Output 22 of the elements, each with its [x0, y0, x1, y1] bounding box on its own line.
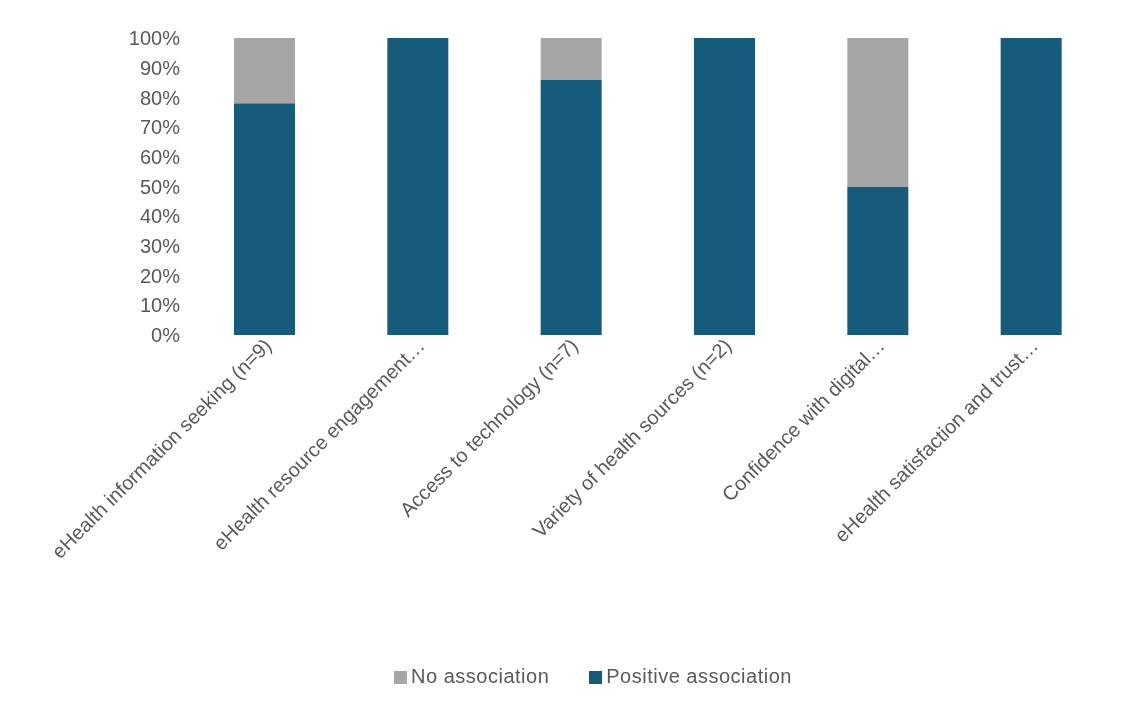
y-tick-label: 0% — [151, 324, 181, 347]
bar — [234, 103, 295, 335]
bar — [234, 38, 295, 104]
y-tick-label: 80% — [139, 86, 181, 109]
y-tick-label: 70% — [139, 116, 181, 139]
y-tick-label: 40% — [139, 205, 181, 228]
legend-label: No association — [411, 665, 550, 687]
bar — [847, 186, 909, 335]
y-tick-label: 90% — [139, 56, 181, 79]
y-tick-label: 50% — [139, 175, 181, 198]
bar — [847, 38, 909, 187]
bar — [387, 38, 449, 335]
bar — [540, 38, 602, 80]
bar — [1000, 38, 1062, 335]
y-tick-label: 60% — [139, 145, 181, 168]
bar — [694, 38, 755, 335]
y-tick-label: 30% — [139, 235, 181, 257]
y-tick-label: 10% — [139, 294, 181, 317]
y-tick-label: 100% — [128, 27, 181, 50]
y-tick-label: 20% — [139, 264, 181, 287]
legend-label: Positive association — [606, 665, 792, 687]
bar — [540, 79, 602, 335]
